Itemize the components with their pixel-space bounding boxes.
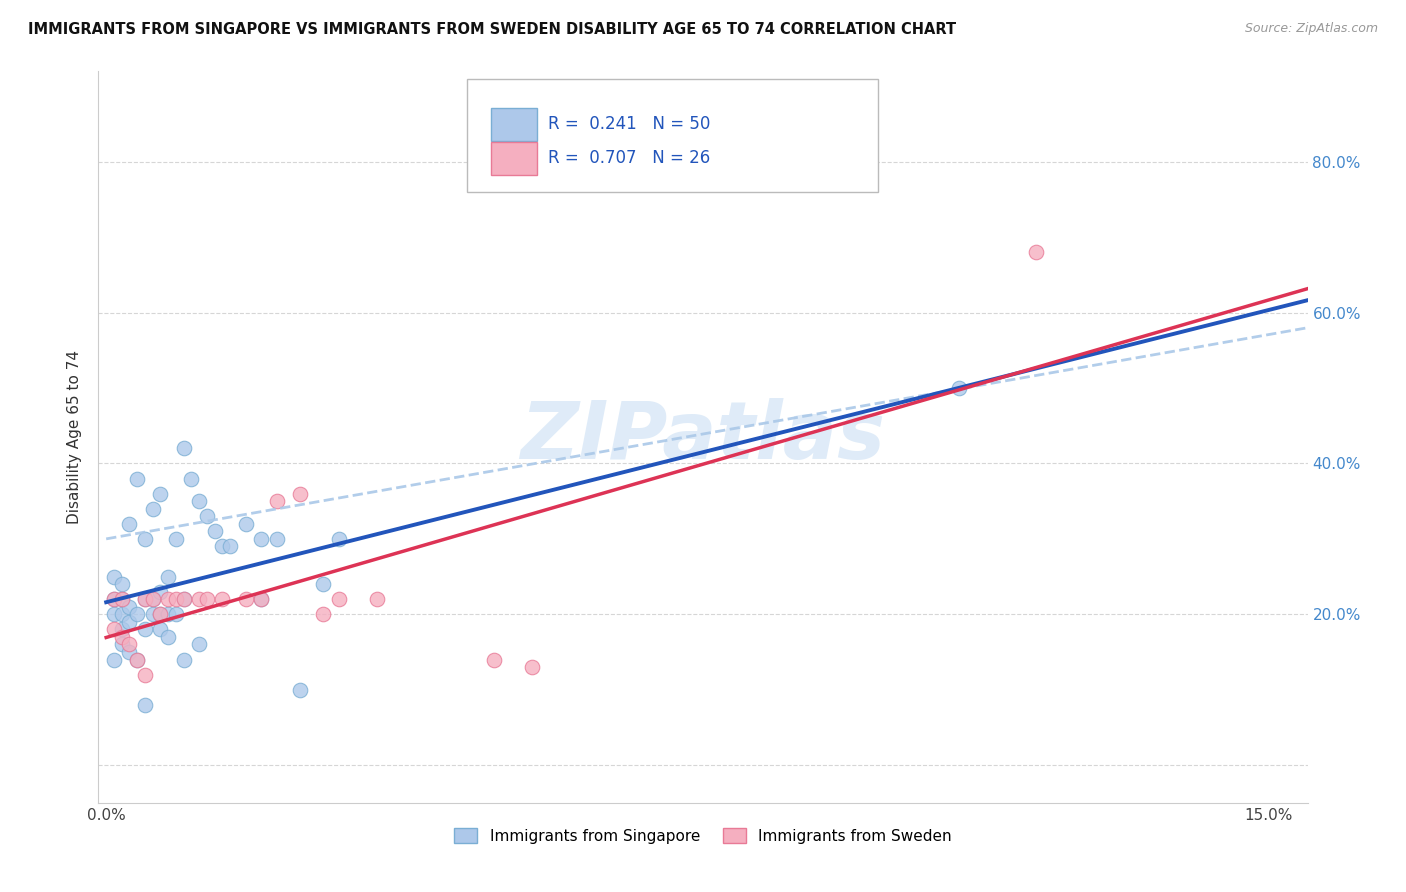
Point — [134, 592, 156, 607]
Point — [142, 592, 165, 607]
Text: R =  0.241   N = 50: R = 0.241 N = 50 — [548, 115, 710, 133]
Legend: Immigrants from Singapore, Immigrants from Sweden: Immigrants from Singapore, Immigrants fr… — [449, 822, 957, 850]
Point — [127, 607, 149, 622]
Point — [312, 577, 335, 591]
Point — [134, 698, 156, 712]
Point — [157, 607, 180, 622]
Point — [149, 607, 172, 622]
Point — [111, 592, 134, 607]
Point — [948, 381, 970, 395]
Point — [1025, 245, 1047, 260]
Point — [173, 652, 195, 666]
Point — [111, 592, 134, 607]
Point — [118, 645, 141, 659]
Point — [211, 540, 233, 554]
Point — [288, 682, 311, 697]
Point — [219, 540, 242, 554]
Point — [103, 592, 125, 607]
Point — [157, 630, 180, 644]
Point — [149, 623, 172, 637]
Point — [195, 592, 218, 607]
Point — [165, 592, 187, 607]
Point — [266, 494, 288, 508]
Point — [266, 532, 288, 546]
Point — [328, 592, 350, 607]
Point — [142, 592, 165, 607]
Point — [522, 660, 544, 674]
Point — [103, 623, 125, 637]
Point — [204, 524, 226, 539]
Point — [250, 592, 273, 607]
FancyBboxPatch shape — [492, 143, 537, 175]
Point — [149, 584, 172, 599]
Point — [235, 592, 257, 607]
Point — [103, 569, 125, 583]
Point — [134, 532, 156, 546]
Point — [173, 592, 195, 607]
Text: IMMIGRANTS FROM SINGAPORE VS IMMIGRANTS FROM SWEDEN DISABILITY AGE 65 TO 74 CORR: IMMIGRANTS FROM SINGAPORE VS IMMIGRANTS … — [28, 22, 956, 37]
Point — [118, 516, 141, 531]
Point — [111, 623, 134, 637]
Point — [165, 607, 187, 622]
Point — [149, 486, 172, 500]
Point — [142, 607, 165, 622]
Point — [165, 532, 187, 546]
Point — [312, 607, 335, 622]
Point — [328, 532, 350, 546]
Point — [188, 637, 211, 651]
Text: ZIPatlas: ZIPatlas — [520, 398, 886, 476]
Point — [111, 630, 134, 644]
Point — [111, 577, 134, 591]
Point — [103, 652, 125, 666]
Point — [134, 623, 156, 637]
Text: Source: ZipAtlas.com: Source: ZipAtlas.com — [1244, 22, 1378, 36]
Point — [195, 509, 218, 524]
Point — [157, 592, 180, 607]
Point — [188, 494, 211, 508]
Text: R =  0.707   N = 26: R = 0.707 N = 26 — [548, 149, 710, 168]
Point — [173, 442, 195, 456]
Point — [288, 486, 311, 500]
Point — [250, 532, 273, 546]
Point — [142, 501, 165, 516]
Point — [127, 652, 149, 666]
Point — [118, 599, 141, 614]
FancyBboxPatch shape — [467, 78, 879, 192]
Point — [173, 592, 195, 607]
Point — [118, 637, 141, 651]
Point — [118, 615, 141, 629]
Point — [157, 569, 180, 583]
Point — [134, 592, 156, 607]
Point — [127, 652, 149, 666]
Point — [235, 516, 257, 531]
Point — [103, 607, 125, 622]
Point — [366, 592, 388, 607]
Point — [103, 592, 125, 607]
Point — [482, 652, 505, 666]
Point — [111, 607, 134, 622]
Point — [250, 592, 273, 607]
Point — [111, 637, 134, 651]
Point — [149, 607, 172, 622]
Point — [211, 592, 233, 607]
Y-axis label: Disability Age 65 to 74: Disability Age 65 to 74 — [67, 350, 83, 524]
FancyBboxPatch shape — [492, 108, 537, 141]
Point — [134, 667, 156, 681]
Point — [188, 592, 211, 607]
Point — [180, 471, 202, 485]
Point — [127, 471, 149, 485]
